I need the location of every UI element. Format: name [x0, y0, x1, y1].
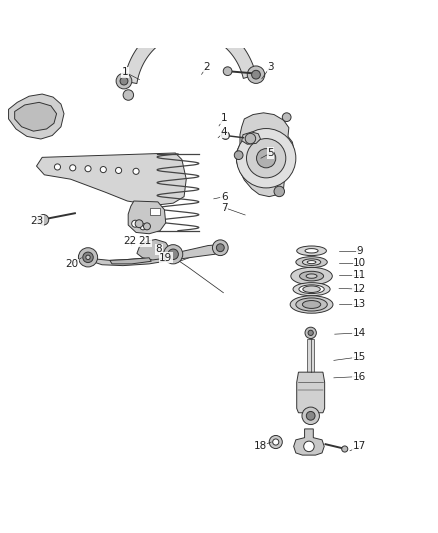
Circle shape [216, 244, 224, 252]
Text: 23: 23 [30, 216, 43, 225]
Polygon shape [9, 94, 64, 139]
Text: 15: 15 [353, 352, 366, 362]
Circle shape [234, 151, 243, 159]
Text: 6: 6 [221, 192, 228, 201]
Polygon shape [110, 258, 151, 264]
Circle shape [78, 248, 98, 267]
Circle shape [306, 411, 315, 420]
Polygon shape [237, 113, 294, 197]
Text: 4: 4 [221, 127, 228, 137]
Circle shape [269, 435, 283, 449]
Polygon shape [36, 153, 186, 205]
Circle shape [237, 128, 296, 188]
Circle shape [304, 441, 314, 451]
Circle shape [120, 77, 128, 85]
Circle shape [274, 186, 285, 197]
Polygon shape [297, 372, 325, 413]
Circle shape [85, 166, 91, 172]
Circle shape [135, 220, 143, 228]
Ellipse shape [303, 286, 320, 293]
Circle shape [86, 255, 90, 260]
Circle shape [308, 330, 313, 335]
Polygon shape [242, 132, 261, 144]
Ellipse shape [300, 271, 324, 281]
Circle shape [247, 139, 286, 178]
Bar [307, 338, 314, 372]
Text: 13: 13 [353, 298, 366, 309]
Ellipse shape [305, 248, 318, 253]
Circle shape [116, 167, 122, 174]
Text: 5: 5 [267, 148, 274, 158]
Ellipse shape [302, 259, 321, 265]
Text: 3: 3 [267, 61, 274, 71]
Circle shape [54, 164, 60, 170]
Text: 21: 21 [138, 236, 152, 246]
Text: 9: 9 [356, 246, 363, 256]
Text: 7: 7 [221, 203, 228, 213]
Circle shape [168, 249, 178, 260]
Bar [150, 207, 159, 215]
Text: 14: 14 [353, 328, 366, 338]
Text: 1: 1 [122, 67, 128, 77]
Text: 22: 22 [124, 236, 137, 246]
Text: 17: 17 [353, 441, 366, 451]
Ellipse shape [296, 257, 327, 268]
Polygon shape [128, 201, 166, 234]
Ellipse shape [302, 301, 321, 309]
Circle shape [144, 223, 150, 230]
Circle shape [302, 407, 319, 425]
Circle shape [70, 165, 76, 171]
Ellipse shape [293, 282, 330, 296]
Text: 10: 10 [353, 258, 366, 268]
Circle shape [305, 327, 316, 338]
Polygon shape [293, 429, 324, 455]
Circle shape [83, 252, 93, 263]
Circle shape [140, 224, 146, 230]
Circle shape [251, 70, 260, 79]
Ellipse shape [297, 246, 326, 256]
Ellipse shape [299, 285, 324, 294]
Ellipse shape [290, 296, 333, 313]
Polygon shape [84, 245, 223, 265]
Polygon shape [124, 19, 256, 84]
Circle shape [257, 149, 276, 168]
Ellipse shape [291, 268, 332, 285]
Circle shape [100, 166, 106, 173]
Circle shape [123, 90, 134, 100]
Ellipse shape [307, 261, 316, 264]
Text: 1: 1 [221, 113, 228, 123]
Text: 19: 19 [159, 253, 173, 263]
Text: 20: 20 [65, 260, 78, 269]
Circle shape [116, 73, 132, 89]
Circle shape [132, 220, 139, 227]
Circle shape [222, 132, 230, 140]
Polygon shape [137, 239, 173, 260]
Text: 12: 12 [353, 284, 366, 294]
Circle shape [38, 215, 49, 225]
Text: 16: 16 [353, 372, 366, 382]
Ellipse shape [306, 274, 317, 278]
Circle shape [247, 66, 265, 83]
Text: 11: 11 [353, 270, 366, 280]
Circle shape [212, 240, 228, 256]
Circle shape [223, 67, 232, 76]
Circle shape [283, 113, 291, 122]
Text: 8: 8 [155, 244, 162, 254]
Text: 2: 2 [204, 61, 210, 71]
Circle shape [273, 439, 279, 445]
Circle shape [245, 133, 256, 144]
Circle shape [342, 446, 348, 452]
Circle shape [163, 245, 183, 264]
Polygon shape [14, 102, 57, 131]
Ellipse shape [296, 298, 327, 311]
Circle shape [133, 168, 139, 174]
Text: 18: 18 [254, 441, 267, 451]
